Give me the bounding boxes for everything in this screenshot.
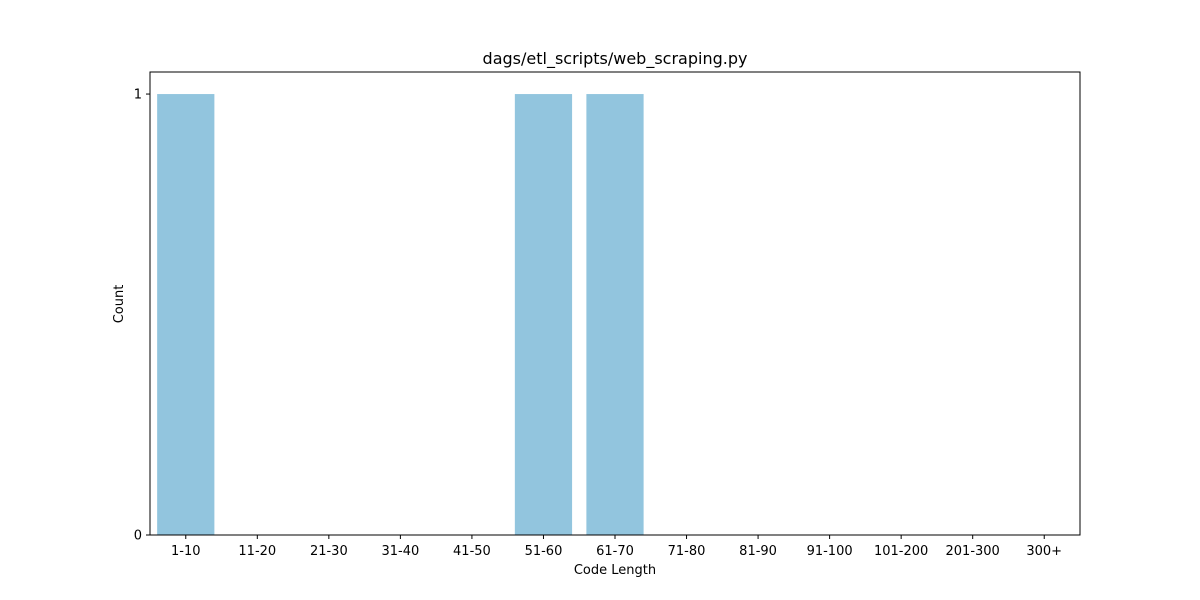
x-tick-label: 91-100 xyxy=(807,544,853,559)
x-tick-label: 51-60 xyxy=(525,544,563,559)
bar-51-60 xyxy=(514,94,573,536)
bar-1-10 xyxy=(157,94,215,536)
bar-61-70 xyxy=(586,94,644,536)
x-tick-label: 101-200 xyxy=(874,544,928,559)
x-tick-label: 61-70 xyxy=(596,544,634,559)
x-tick-label: 1-10 xyxy=(171,544,201,559)
x-tick-label: 201-300 xyxy=(946,544,1000,559)
x-axis: 1-10 11-20 21-30 31-40 41-50 51-60 61-70 71-80 8… xyxy=(171,535,1062,559)
y-axis: 01 xyxy=(134,88,150,544)
chart-title: dags/etl_scripts/web_scraping.py xyxy=(483,49,748,69)
x-tick-label: 21-30 xyxy=(310,544,348,559)
x-tick-label: 81-90 xyxy=(739,544,777,559)
x-tick-label: 31-40 xyxy=(381,544,419,559)
x-tick-label: 71-80 xyxy=(668,544,706,559)
x-tick-label: 300+ xyxy=(1026,544,1062,559)
x-tick-label: 41-50 xyxy=(453,544,491,559)
x-tick-label: 11-20 xyxy=(238,544,276,559)
y-tick-label: 1 xyxy=(134,88,142,103)
x-axis-label: Code Length xyxy=(574,563,656,578)
y-axis-label: Count xyxy=(112,285,127,324)
bars-group xyxy=(157,94,644,536)
y-tick-label: 0 xyxy=(134,529,142,544)
